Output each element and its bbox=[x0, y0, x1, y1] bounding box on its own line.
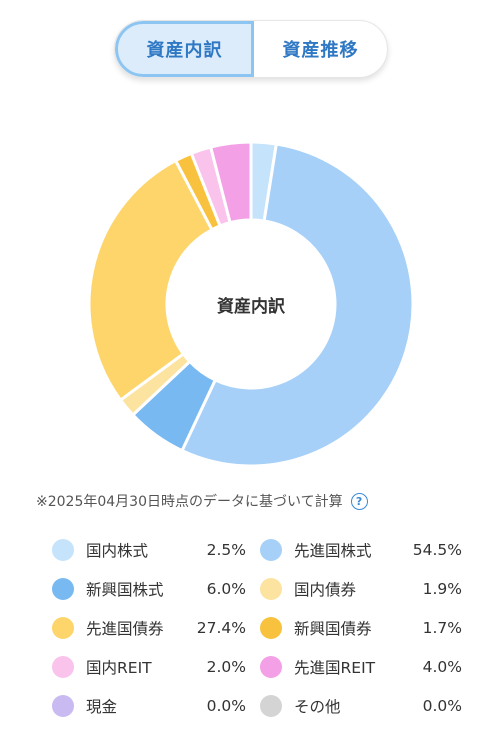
legend-label: 新興国株式 bbox=[86, 581, 164, 599]
legend-swatch bbox=[260, 539, 282, 561]
legend-label: 国内債券 bbox=[294, 581, 357, 599]
legend-item: 国内REIT 2.0% bbox=[52, 655, 260, 679]
tab-asset-history[interactable]: 資産推移 bbox=[282, 40, 359, 61]
help-icon[interactable]: ? bbox=[350, 492, 368, 510]
donut-svg bbox=[87, 140, 415, 468]
donut-center-label: 資産内訳 bbox=[217, 297, 285, 317]
legend-label: 先進国REIT bbox=[294, 659, 376, 677]
legend-value: 6.0% bbox=[206, 580, 246, 598]
legend-item: 新興国債券 1.7% bbox=[260, 616, 462, 640]
donut-slice-4 bbox=[87, 158, 214, 403]
legend-value: 27.4% bbox=[196, 619, 246, 637]
legend-value: 1.7% bbox=[422, 619, 462, 637]
legend-label: 国内REIT bbox=[86, 659, 152, 677]
legend-item: 現金 0.0% bbox=[52, 694, 260, 718]
legend-swatch bbox=[52, 617, 74, 639]
chart-tab-switcher: 資産内訳 資産推移 bbox=[114, 20, 388, 78]
legend-item: 国内債券 1.9% bbox=[260, 577, 462, 601]
legend-value: 2.0% bbox=[206, 658, 246, 676]
legend-swatch bbox=[260, 695, 282, 717]
donut-chart: 資産内訳 bbox=[87, 140, 415, 468]
legend-value: 0.0% bbox=[422, 697, 462, 715]
legend-value: 2.5% bbox=[206, 541, 246, 559]
legend-swatch bbox=[260, 617, 282, 639]
legend-swatch bbox=[52, 656, 74, 678]
legend-swatch bbox=[260, 656, 282, 678]
legend-label: その他 bbox=[294, 698, 341, 716]
donut-slice-7 bbox=[208, 140, 253, 225]
legend-label: 現金 bbox=[86, 698, 118, 716]
legend-swatch bbox=[260, 578, 282, 600]
legend-item: 先進国REIT 4.0% bbox=[260, 655, 462, 679]
tab-asset-breakdown[interactable]: 資産内訳 bbox=[115, 21, 254, 77]
legend-label: 先進国債券 bbox=[86, 620, 164, 638]
legend-value: 54.5% bbox=[412, 541, 462, 559]
legend-item: その他 0.0% bbox=[260, 694, 462, 718]
legend-swatch bbox=[52, 578, 74, 600]
legend-item: 先進国株式 54.5% bbox=[260, 538, 462, 562]
legend-item: 先進国債券 27.4% bbox=[52, 616, 260, 640]
legend-value: 4.0% bbox=[422, 658, 462, 676]
legend-label: 国内株式 bbox=[86, 542, 149, 560]
legend-swatch bbox=[52, 539, 74, 561]
donut-slice-1 bbox=[180, 142, 415, 468]
legend-swatch bbox=[52, 695, 74, 717]
legend-value: 1.9% bbox=[422, 580, 462, 598]
calculation-note: ※2025年04月30日時点のデータに基づいて計算 ? bbox=[36, 491, 476, 511]
legend-item: 国内株式 2.5% bbox=[52, 538, 260, 562]
note-text: ※2025年04月30日時点のデータに基づいて計算 bbox=[36, 494, 343, 510]
legend-item: 新興国株式 6.0% bbox=[52, 577, 260, 601]
legend-label: 先進国株式 bbox=[294, 542, 372, 560]
legend-label: 新興国債券 bbox=[294, 620, 372, 638]
legend: 国内株式 2.5% 先進国株式 54.5% 新興国株式 6.0% 国内債券 1.9% 先進国債券… bbox=[52, 538, 462, 718]
legend-value: 0.0% bbox=[206, 697, 246, 715]
